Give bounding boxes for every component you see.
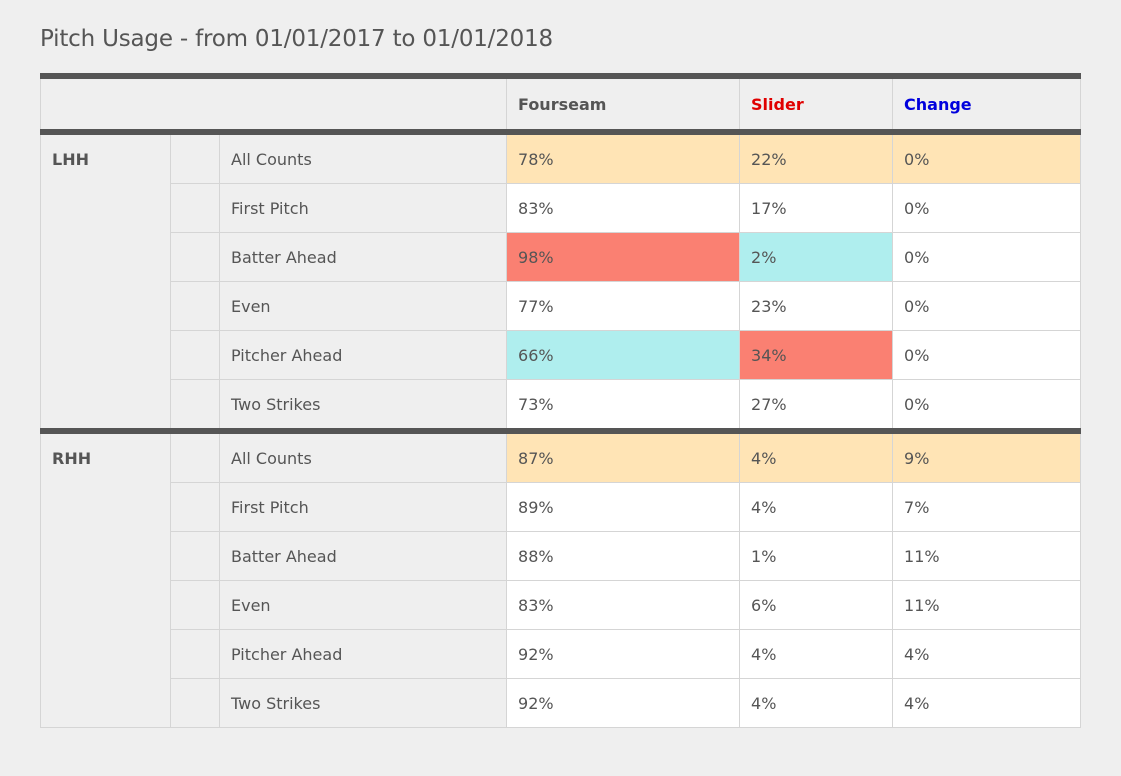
value-cell-slider: 4% — [739, 678, 894, 728]
value-cell-change: 4% — [892, 629, 1082, 679]
table-row: Pitcher Ahead 66% 34% 0% — [41, 330, 1082, 380]
header-row: Fourseam Slider Change — [39, 73, 1082, 135]
table-row: First Pitch 89% 4% 7% — [41, 482, 1082, 532]
value-cell-slider: 4% — [739, 482, 894, 532]
value-cell-change: 0% — [892, 281, 1082, 331]
blank-cell — [170, 482, 220, 532]
column-header-fourseam: Fourseam — [506, 73, 741, 135]
blank-cell — [170, 379, 220, 432]
value-cell-change: 7% — [892, 482, 1082, 532]
value-cell-change: 11% — [892, 580, 1082, 630]
count-label: All Counts — [218, 428, 508, 483]
value-cell-slider: 6% — [739, 580, 894, 630]
group-label: RHH — [40, 428, 171, 728]
blank-cell — [170, 678, 220, 728]
blank-cell — [170, 629, 220, 679]
value-cell-fourseam: 83% — [506, 183, 741, 233]
value-cell-change: 0% — [892, 232, 1082, 282]
blank-cell — [170, 232, 220, 282]
value-cell-fourseam: 89% — [506, 482, 741, 532]
value-cell-slider: 4% — [739, 428, 894, 483]
group-rhh: RHH All Counts 87% 4% 9% First Pitch 89% 4% 7% Ba… — [40, 428, 1082, 728]
value-cell-fourseam: 73% — [506, 379, 741, 432]
table-row: RHH All Counts 87% 4% 9% — [40, 428, 1082, 728]
count-label: All Counts — [218, 132, 508, 184]
value-cell-fourseam: 92% — [506, 629, 741, 679]
count-label: Two Strikes — [218, 678, 508, 728]
group-label: LHH — [40, 132, 171, 432]
count-label: Pitcher Ahead — [218, 330, 508, 380]
table-row: Two Strikes 73% 27% 0% — [41, 379, 1082, 432]
count-label: Batter Ahead — [218, 232, 508, 282]
value-cell-fourseam: 78% — [506, 132, 741, 184]
page-title: Pitch Usage - from 01/01/2017 to 01/01/2… — [40, 26, 553, 52]
blank-cell — [170, 428, 220, 483]
blank-cell — [170, 132, 220, 184]
value-cell-change: 0% — [892, 379, 1082, 432]
value-cell-slider: 17% — [739, 183, 894, 233]
value-cell-slider: 2% — [739, 232, 894, 282]
header-empty-cell — [39, 73, 508, 135]
table-row: Batter Ahead 98% 2% 0% — [41, 232, 1082, 282]
value-cell-change: 0% — [892, 183, 1082, 233]
blank-cell — [170, 531, 220, 581]
table-row: Pitcher Ahead 92% 4% 4% — [41, 629, 1082, 679]
value-cell-fourseam: 83% — [506, 580, 741, 630]
table-row: LHH All Counts 78% 22% 0% — [40, 132, 1082, 432]
value-cell-change: 9% — [892, 428, 1082, 483]
value-cell-change: 0% — [892, 330, 1082, 380]
value-cell-slider: 34% — [739, 330, 894, 380]
table-row: Even 77% 23% 0% — [41, 281, 1082, 331]
column-header-change: Change — [892, 73, 1082, 135]
pitch-usage-table: Fourseam Slider Change LHH All Counts 78% 22%… — [39, 73, 1082, 728]
column-header-slider: Slider — [739, 73, 894, 135]
count-label: Even — [218, 281, 508, 331]
value-cell-fourseam: 66% — [506, 330, 741, 380]
blank-cell — [170, 281, 220, 331]
value-cell-change: 4% — [892, 678, 1082, 728]
table-row: Even 83% 6% 11% — [41, 580, 1082, 630]
value-cell-fourseam: 88% — [506, 531, 741, 581]
count-label: First Pitch — [218, 482, 508, 532]
blank-cell — [170, 330, 220, 380]
value-cell-fourseam: 77% — [506, 281, 741, 331]
count-label: Even — [218, 580, 508, 630]
table-row: First Pitch 83% 17% 0% — [41, 183, 1082, 233]
table-row: Batter Ahead 88% 1% 11% — [41, 531, 1082, 581]
table-row: Two Strikes 92% 4% 4% — [41, 678, 1082, 728]
blank-cell — [170, 580, 220, 630]
blank-cell — [170, 183, 220, 233]
value-cell-fourseam: 98% — [506, 232, 741, 282]
count-label: Pitcher Ahead — [218, 629, 508, 679]
value-cell-slider: 22% — [739, 132, 894, 184]
count-label: First Pitch — [218, 183, 508, 233]
value-cell-fourseam: 92% — [506, 678, 741, 728]
count-label: Two Strikes — [218, 379, 508, 432]
group-lhh: LHH All Counts 78% 22% 0% First Pitch 83% 17% 0%… — [40, 132, 1082, 432]
value-cell-slider: 4% — [739, 629, 894, 679]
value-cell-change: 11% — [892, 531, 1082, 581]
value-cell-slider: 23% — [739, 281, 894, 331]
value-cell-slider: 27% — [739, 379, 894, 432]
value-cell-change: 0% — [892, 132, 1082, 184]
value-cell-fourseam: 87% — [506, 428, 741, 483]
value-cell-slider: 1% — [739, 531, 894, 581]
count-label: Batter Ahead — [218, 531, 508, 581]
